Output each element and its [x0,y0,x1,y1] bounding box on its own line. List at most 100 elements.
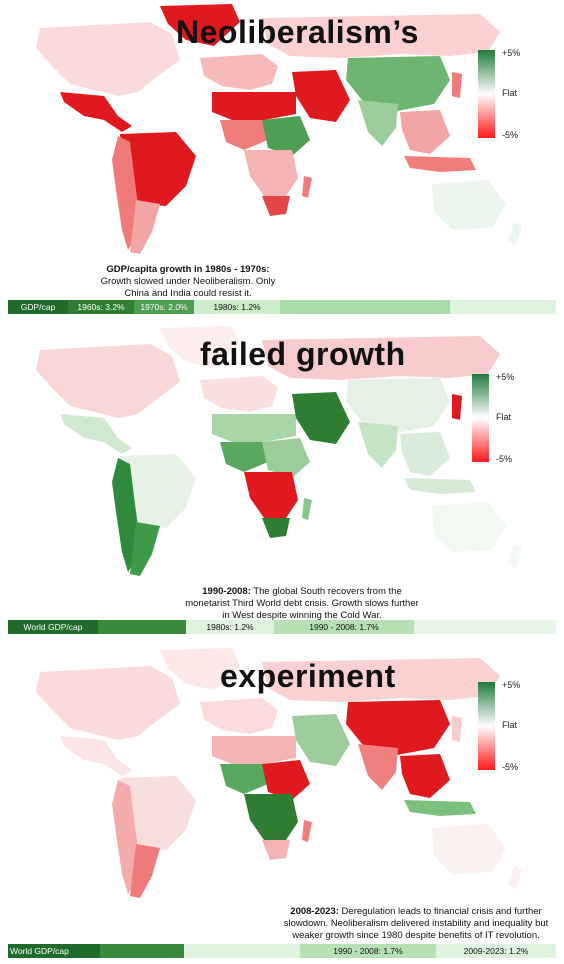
region-se-asia [400,110,450,154]
region-europe [200,376,278,412]
region-argentina [130,200,160,254]
strip-label: GDP/cap [8,300,68,314]
region-andes [112,780,140,894]
strip-blank-1 [100,944,184,958]
region-japan [452,72,462,98]
region-greenland [160,648,240,690]
region-north-africa [212,414,296,442]
panel-title: experiment [220,658,396,694]
caption: 1990-2008: The global South recovers fro… [182,586,422,622]
strip-label: World GDP/cap [8,944,100,958]
world-map-2008-2023 [36,648,522,898]
region-andes [112,458,140,572]
region-europe [200,698,278,734]
region-new-zealand [508,222,522,246]
panel-title: Neoliberalism’s [176,14,419,50]
region-southern-africa [262,840,290,860]
region-north-africa [212,92,296,120]
region-andes [112,136,140,250]
region-australia [432,502,506,552]
region-se-asia [400,432,450,476]
region-new-zealand [508,544,522,568]
strip-blank-2 [184,944,300,958]
strip-1980s: 1980s: 1.2% [194,300,280,314]
region-north-america [36,666,180,740]
legend-gradient-bar [478,682,495,770]
world-map-1990-2008 [36,326,522,576]
region-central-africa [244,794,298,840]
legend-bottom-label: -5% [502,130,519,140]
caption-heading: 1990-2008: [202,586,251,597]
strip-1980s: 1980s: 1.2% [186,620,274,634]
strip-blank-2 [450,300,556,314]
region-central-africa [244,150,298,196]
region-west-africa [220,120,268,150]
strip-1990-2008: 1990 - 2008: 1.7% [300,944,436,958]
legend-gradient-bar [478,50,495,138]
color-legend: +5% Flat -5% [478,48,558,145]
caption-body: The global South recovers from the monet… [185,586,419,621]
caption-body: Deregulation leads to financial crisis a… [283,906,549,941]
region-australia [432,824,506,874]
region-russia [262,336,500,380]
strip-blank-1 [280,300,450,314]
region-east-africa [262,116,310,156]
panel-1980s: Neoliberalism’s +5% Flat -5% GDP/capita … [0,0,564,320]
region-southern-africa [262,196,290,216]
color-legend: +5% Flat -5% [472,372,552,469]
region-greenland [160,4,240,46]
strip-label: World GDP/cap [8,620,98,634]
region-greenland [160,326,240,368]
caption-heading: GDP/capita growth in 1980s - 1970s: [106,264,270,275]
region-north-america [36,22,180,96]
strip-1990-2008: 1990 - 2008: 1.7% [274,620,414,634]
panel-title: failed growth [200,336,406,372]
region-madagascar [302,820,312,842]
legend-bottom-label: -5% [496,454,513,464]
caption-heading: 2008-2023: [290,906,339,917]
region-india [358,100,398,146]
region-indonesia [404,478,476,494]
legend-bottom-label: -5% [502,762,519,772]
gdp-strip: World GDP/cap 1980s: 1.2% 1990 - 2008: 1… [8,620,556,634]
color-legend: +5% Flat -5% [478,680,558,777]
region-china [346,700,450,756]
strip-1960s: 1960s: 3.2% [68,300,134,314]
region-west-africa [220,764,268,794]
region-se-asia [400,754,450,798]
region-argentina [130,844,160,898]
region-india [358,422,398,468]
region-china [346,56,450,112]
region-europe [200,54,278,90]
region-brazil [120,132,196,206]
legend-mid-label: Flat [502,88,518,98]
strip-blank-1 [98,620,186,634]
region-central-america [60,92,132,132]
strip-2009-2023: 2009-2023: 1.2% [436,944,556,958]
region-brazil [120,776,196,850]
region-central-africa [244,472,298,518]
region-japan [452,394,462,420]
gdp-strip: GDP/cap 1960s: 3.2% 1970s: 2.0% 1980s: 1… [8,300,556,314]
region-east-africa [262,438,310,478]
region-indonesia [404,156,476,172]
region-madagascar [302,498,312,520]
caption: GDP/capita growth in 1980s - 1970s: Grow… [88,264,288,300]
region-north-africa [212,736,296,764]
region-argentina [130,522,160,576]
strip-1970s: 1970s: 2.0% [134,300,194,314]
region-japan [452,716,462,742]
panel-2008-2023: experiment +5% Flat -5% 2008-2023: Dereg… [0,644,564,964]
region-madagascar [302,176,312,198]
strip-blank-2 [414,620,556,634]
world-map-1980s [36,4,522,254]
region-china [346,378,450,434]
region-north-america [36,344,180,418]
region-middle-east [292,714,350,766]
region-west-africa [220,442,268,472]
region-brazil [120,454,196,528]
panel-1990-2008: failed growth +5% Flat -5% 1990-2008: Th… [0,322,564,642]
region-central-america [60,414,132,454]
region-australia [432,180,506,230]
region-central-america [60,736,132,776]
